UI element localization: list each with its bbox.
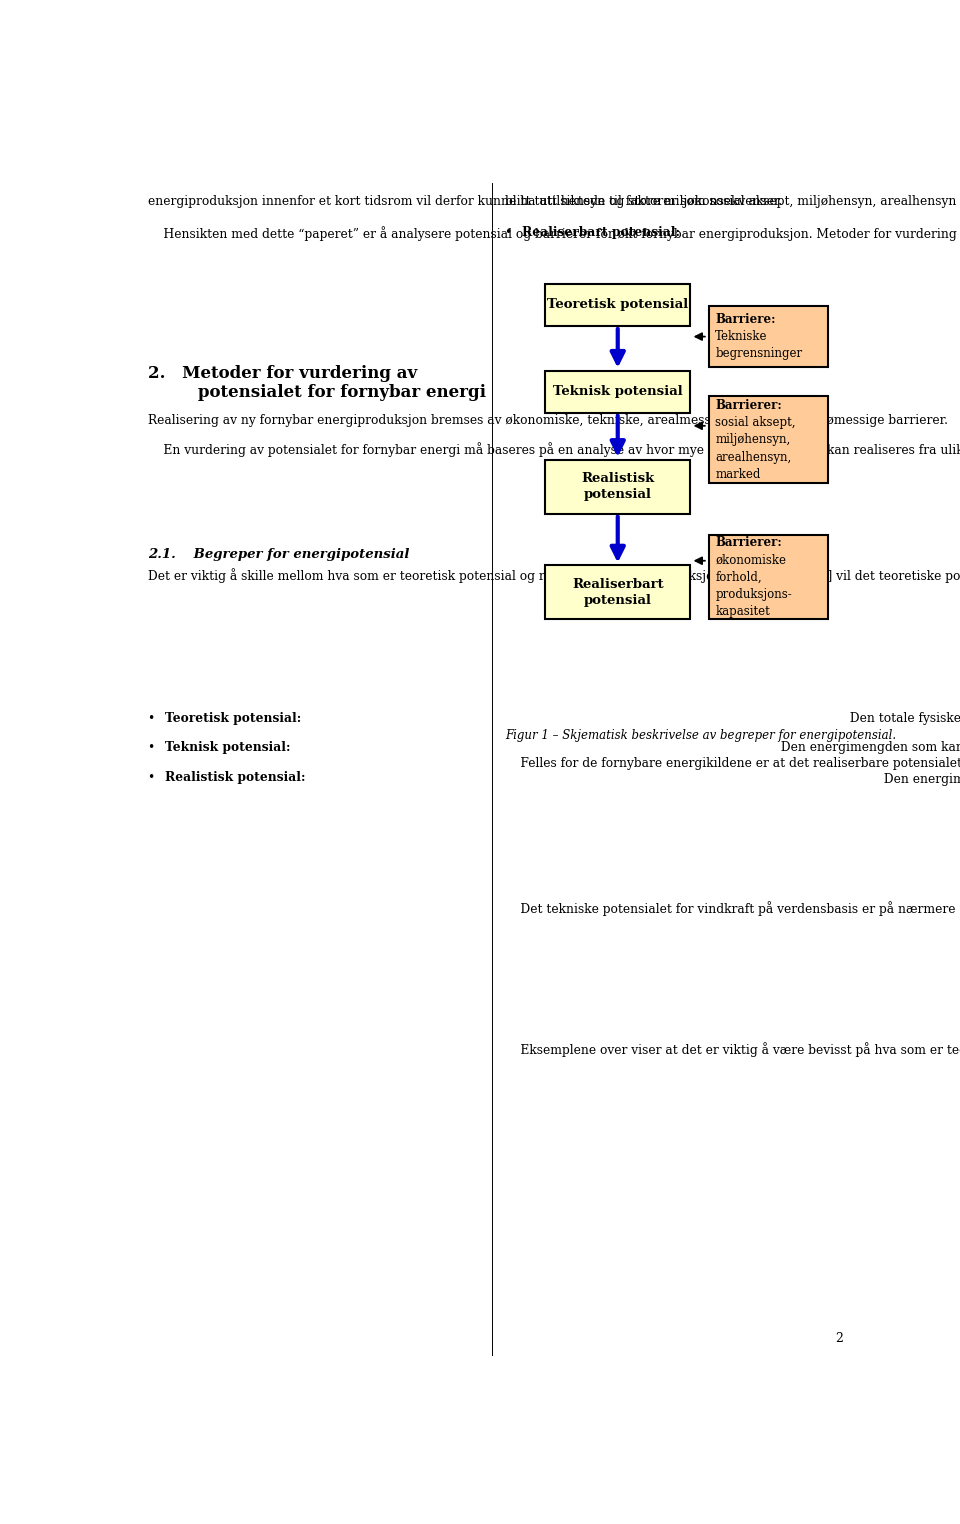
Text: Realistisk
potensial: Realistisk potensial xyxy=(581,472,655,501)
Text: Eksemplene over viser at det er viktig å være bevisst på hva som er teoretisk og: Eksemplene over viser at det er viktig å… xyxy=(505,1042,960,1056)
Text: •: • xyxy=(148,742,163,754)
Text: energiproduksjon innenfor et kort tidsrom vil derfor kunne ha utilsiktede og sto: energiproduksjon innenfor et kort tidsro… xyxy=(148,195,782,207)
Text: produksjons-: produksjons- xyxy=(715,588,792,600)
Text: Det tekniske potensialet for vindkraft på verdensbasis er på nærmere 500 000 TWh: Det tekniske potensialet for vindkraft p… xyxy=(505,901,960,916)
Text: kapasitet: kapasitet xyxy=(715,605,770,619)
Text: •: • xyxy=(505,226,520,239)
Text: Realiserbart
potensial: Realiserbart potensial xyxy=(572,578,663,607)
Text: •: • xyxy=(148,771,163,783)
Text: Hensikten med dette “paperet” er å analysere potensial og barrierer for økt forn: Hensikten med dette “paperet” er å analy… xyxy=(148,226,960,241)
Text: Den energimengden det er realistisk å utnytte etter at det har: Den energimengden det er realistisk å ut… xyxy=(879,771,960,786)
Text: 2. Metoder for vurdering av
   potensialet for fornybar energi: 2. Metoder for vurdering av potensialet … xyxy=(148,364,487,401)
Text: Realiserbart potensial:: Realiserbart potensial: xyxy=(522,226,680,239)
Text: Barrierer:: Barrierer: xyxy=(715,536,782,549)
Text: arealhensyn,: arealhensyn, xyxy=(715,451,791,463)
Text: •: • xyxy=(148,712,163,725)
Text: Figur 1 – Skjematisk beskrivelse av begreper for energipotensial.: Figur 1 – Skjematisk beskrivelse av begr… xyxy=(505,728,897,742)
FancyBboxPatch shape xyxy=(545,460,690,514)
Text: marked: marked xyxy=(715,468,760,482)
Text: Realisering av ny fornybar energiproduksjon bremses av økonomiske, tekniske, are: Realisering av ny fornybar energiproduks… xyxy=(148,415,948,427)
Text: Tekniske: Tekniske xyxy=(715,331,768,343)
Text: miljøhensyn,: miljøhensyn, xyxy=(715,433,790,447)
Text: Det er viktig å skille mellom hva som er teoretisk potensial og realiserbar ener: Det er viktig å skille mellom hva som er… xyxy=(148,568,960,582)
Text: Barriere:: Barriere: xyxy=(715,312,776,326)
FancyBboxPatch shape xyxy=(709,306,828,367)
Text: 2.1.  Begreper for energipotensial: 2.1. Begreper for energipotensial xyxy=(148,547,410,561)
Text: Teknisk potensial:: Teknisk potensial: xyxy=(165,742,290,754)
FancyBboxPatch shape xyxy=(545,565,690,619)
Text: Teoretisk potensial: Teoretisk potensial xyxy=(547,299,688,311)
Text: 2: 2 xyxy=(835,1332,843,1344)
Text: Teoretisk potensial:: Teoretisk potensial: xyxy=(165,712,300,725)
Text: blitt tatt hensyn til faktorer som sosial aksept, miljøhensyn, arealhensyn og ev: blitt tatt hensyn til faktorer som sosia… xyxy=(505,195,960,207)
Text: sosial aksept,: sosial aksept, xyxy=(715,416,796,428)
FancyBboxPatch shape xyxy=(545,283,690,326)
Text: Felles for de fornybare energikildene er at det realiserbare potensialet er lang: Felles for de fornybare energikildene er… xyxy=(505,756,960,771)
FancyBboxPatch shape xyxy=(545,370,690,413)
Text: forhold,: forhold, xyxy=(715,570,762,584)
FancyBboxPatch shape xyxy=(709,396,828,483)
Text: Barrierer:: Barrierer: xyxy=(715,399,782,411)
Text: Den totale fysiske energimengden for en gitt energikilde.: Den totale fysiske energimengden for en … xyxy=(846,712,960,725)
Text: Realistisk potensial:: Realistisk potensial: xyxy=(165,771,305,783)
Text: Den energimengden som kan utnyttes med dagens teknologi.: Den energimengden som kan utnyttes med d… xyxy=(778,742,960,754)
Text: begrensninger: begrensninger xyxy=(715,347,803,361)
Text: En vurdering av potensialet for fornybar energi må baseres på en analyse av hvor: En vurdering av potensialet for fornybar… xyxy=(148,442,960,457)
Text: Teknisk potensial: Teknisk potensial xyxy=(553,386,683,398)
Text: økonomiske: økonomiske xyxy=(715,553,786,567)
FancyBboxPatch shape xyxy=(709,535,828,619)
